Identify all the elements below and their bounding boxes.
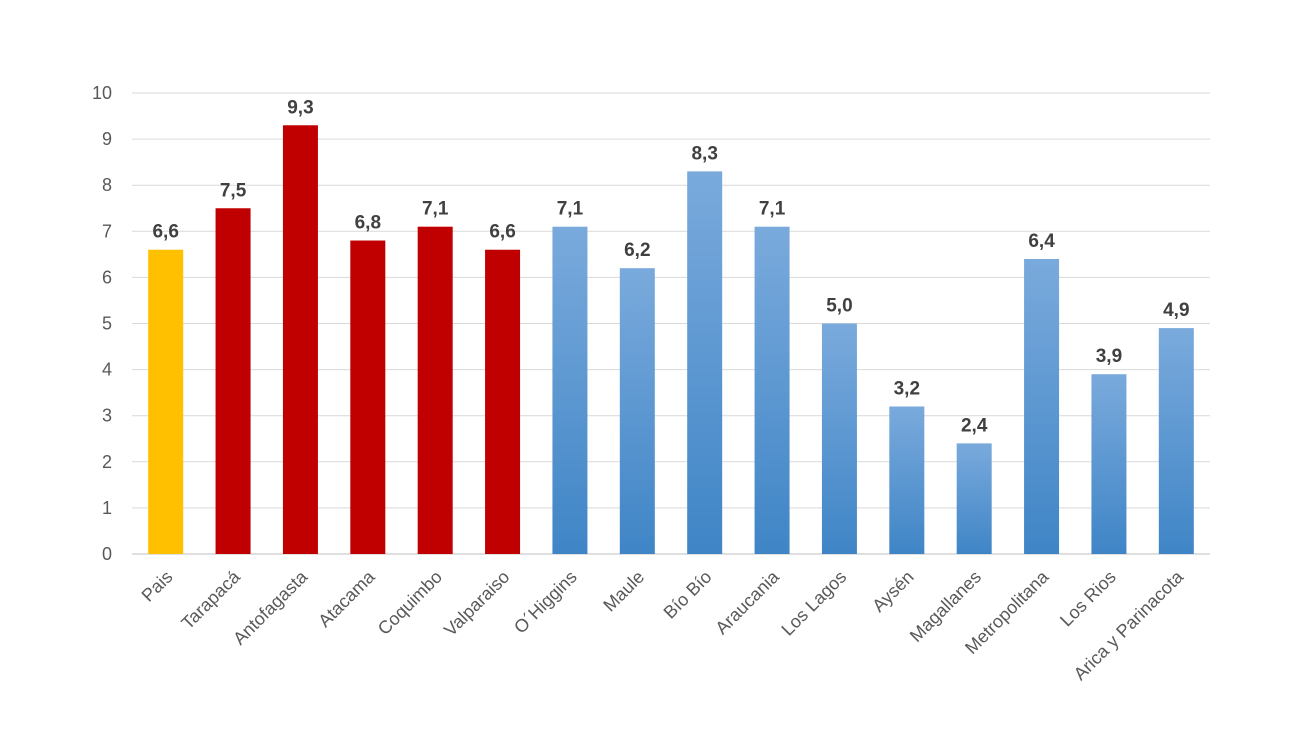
data-label: 2,4 bbox=[961, 415, 988, 436]
y-tick-label: 9 bbox=[102, 129, 112, 149]
data-label: 4,9 bbox=[1163, 300, 1189, 321]
bar bbox=[687, 171, 723, 554]
data-label: 6,2 bbox=[624, 240, 650, 261]
category-label: Coquimbo bbox=[374, 567, 446, 639]
data-label: 7,5 bbox=[220, 180, 247, 201]
category-label: Araucania bbox=[711, 566, 783, 638]
bar bbox=[148, 249, 184, 555]
data-label: 3,2 bbox=[894, 378, 920, 399]
data-labels: 6,6 7,5 9,3 6,8 7,1 6,6 7,1 6,2 8,3 7,1 5,0 3,2 2,4 6… bbox=[152, 97, 1189, 436]
data-label: 7,1 bbox=[759, 199, 786, 220]
category-label: Atacama bbox=[314, 566, 379, 631]
category-label: Aysén bbox=[868, 567, 917, 616]
bar bbox=[485, 249, 521, 555]
bar bbox=[1091, 374, 1127, 554]
bar bbox=[889, 406, 925, 554]
category-label: Maule bbox=[599, 567, 648, 616]
y-tick-label: 6 bbox=[102, 267, 112, 287]
category-label: Antofagasta bbox=[229, 566, 312, 649]
y-tick-label: 2 bbox=[102, 452, 112, 472]
category-label: Los Lagos bbox=[777, 567, 850, 640]
data-label: 7,1 bbox=[557, 199, 584, 220]
y-tick-label: 5 bbox=[102, 314, 112, 334]
data-label: 6,6 bbox=[152, 222, 178, 243]
data-label: 6,8 bbox=[355, 213, 381, 234]
y-axis: 0 1 2 3 4 5 6 7 8 9 10 bbox=[92, 83, 112, 564]
data-label: 6,6 bbox=[489, 222, 515, 243]
bar bbox=[619, 268, 655, 554]
category-label: O´Higgins bbox=[510, 567, 581, 638]
bar bbox=[956, 443, 992, 554]
y-tick-label: 4 bbox=[102, 360, 112, 380]
category-label: Bío Bío bbox=[660, 567, 716, 623]
data-label: 8,3 bbox=[691, 143, 717, 164]
data-label: 5,0 bbox=[826, 296, 852, 317]
data-label: 9,3 bbox=[287, 97, 313, 118]
category-label: Los Rios bbox=[1056, 567, 1120, 631]
bar bbox=[552, 226, 588, 554]
data-label: 3,9 bbox=[1096, 346, 1122, 367]
bar bbox=[215, 208, 251, 554]
category-label: Tarapacá bbox=[177, 566, 244, 633]
bar bbox=[417, 226, 453, 554]
y-tick-label: 10 bbox=[92, 83, 112, 103]
y-tick-label: 7 bbox=[102, 221, 112, 241]
bar bbox=[282, 125, 318, 555]
bar bbox=[754, 226, 790, 554]
bar bbox=[1158, 328, 1194, 554]
data-label: 7,1 bbox=[422, 199, 449, 220]
y-tick-label: 8 bbox=[102, 175, 112, 195]
bar bbox=[821, 323, 857, 554]
bars bbox=[148, 125, 1194, 555]
y-tick-label: 1 bbox=[102, 498, 112, 518]
y-tick-label: 3 bbox=[102, 406, 112, 426]
bar bbox=[1024, 258, 1060, 554]
data-label: 6,4 bbox=[1028, 231, 1055, 252]
y-tick-label: 0 bbox=[102, 544, 112, 564]
category-label: Pais bbox=[138, 567, 177, 606]
bar bbox=[350, 240, 386, 554]
category-label: Valparaiso bbox=[440, 567, 513, 640]
